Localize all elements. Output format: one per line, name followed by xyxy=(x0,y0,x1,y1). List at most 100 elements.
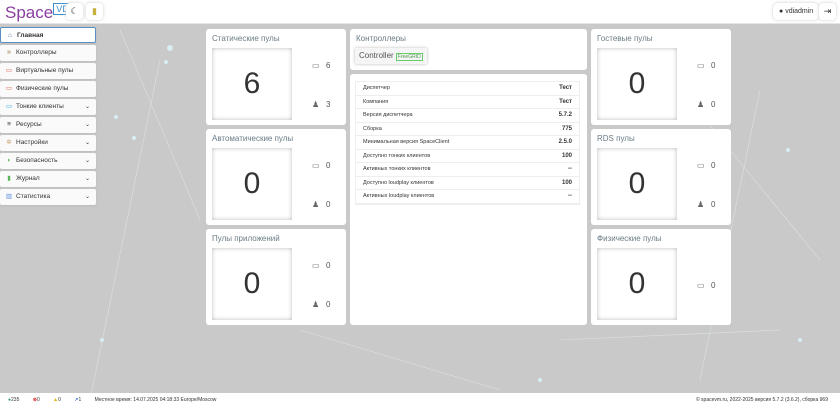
card-title: RDS пулы xyxy=(597,134,635,143)
database-icon: ≡ xyxy=(7,121,11,128)
pool-count: 0 xyxy=(597,148,677,220)
users-stat: ♟ 3 xyxy=(312,100,330,109)
status-bar: ●235 ⊗0 ▲0 ↗1 Местное время: 14.07.2025 … xyxy=(0,393,840,408)
chevron-down-icon: ⌄ xyxy=(84,194,90,200)
monitor-icon: ▭ xyxy=(697,161,705,170)
user-count: 3 xyxy=(326,100,331,109)
users-icon: ♟ xyxy=(697,100,705,109)
pool-card[interactable]: Гостевые пулы 0 ▭ 0 ♟ 0 xyxy=(591,29,731,125)
sidebar-item[interactable]: ▥ Статистика ⌄ xyxy=(0,189,96,205)
local-time: Местное время: 14.07.2025 04:18:33 Europ… xyxy=(94,397,217,403)
sidebar-item[interactable]: ▭ Виртуальные пулы xyxy=(0,63,96,79)
copyright: © spacevm.ru, 2022-2025 версия 5.7.2 (3.… xyxy=(695,397,828,403)
book-icon: ▮ xyxy=(92,6,97,16)
card-title: Статические пулы xyxy=(212,34,280,43)
sidebar-item[interactable]: ▭ Физические пулы xyxy=(0,81,96,97)
errors-count: 0 xyxy=(36,397,40,403)
users-stat: ♟ 0 xyxy=(312,300,330,309)
pool-count: 0 xyxy=(597,248,677,320)
sidebar-item-label: Тонкие клиенты xyxy=(16,103,64,110)
monitor-icon: ▭ xyxy=(312,61,320,70)
info-row: Минимальная версия SpaceClient 2.5.0 xyxy=(356,136,579,150)
card-title: Контроллеры xyxy=(356,34,406,43)
messages-counter[interactable]: ●235 xyxy=(8,397,20,403)
vm-count: 0 xyxy=(711,161,716,170)
sidebar-item[interactable]: ▭ Тонкие клиенты ⌄ xyxy=(0,99,96,115)
logout-button[interactable]: ⇥ xyxy=(819,3,836,20)
pool-count: 6 xyxy=(212,48,292,120)
chevron-down-icon: ⌄ xyxy=(84,140,90,146)
theme-toggle-button[interactable]: ☾ xyxy=(66,3,83,20)
card-title: Пулы приложений xyxy=(212,234,280,243)
messages-count: 235 xyxy=(11,397,20,403)
card-title: Физические пулы xyxy=(597,234,662,243)
card-title: Гостевые пулы xyxy=(597,34,653,43)
users-icon: ♟ xyxy=(697,200,705,209)
chevron-down-icon: ⌄ xyxy=(84,158,90,164)
info-value: Тест xyxy=(559,98,572,105)
pool-card[interactable]: Пулы приложений 0 ▭ 0 ♟ 0 xyxy=(206,229,346,325)
monitor-icon: ▭ xyxy=(5,67,13,74)
users-stat: ♟ 0 xyxy=(697,100,715,109)
info-label: Активных loudplay клиентов xyxy=(363,193,435,199)
sidebar: ⌂ Главная ■ Контроллеры ▭ Виртуальные пулы ▭ Фи… xyxy=(0,27,96,207)
clipboard-icon: ▮ xyxy=(7,175,11,182)
top-bar: Space VDI ☾ ▮ ● vdiadmin ⇥ xyxy=(0,0,840,24)
pool-card[interactable]: Статические пулы 6 ▭ 6 ♟ 3 xyxy=(206,29,346,125)
info-label: Минимальная версия SpaceClient xyxy=(363,139,450,145)
sidebar-item[interactable]: ◗ Безопасность ⌄ xyxy=(0,153,96,169)
users-stat: ♟ 0 xyxy=(697,200,715,209)
vm-stat: ▭ 0 xyxy=(697,61,715,70)
username: vdiadmin xyxy=(785,8,814,15)
user-count: 0 xyxy=(326,300,331,309)
sidebar-item[interactable]: ⌂ Главная xyxy=(0,27,96,43)
info-label: Доступно loudplay клиентов xyxy=(363,179,434,186)
shield-icon: ◗ xyxy=(7,157,11,164)
info-value: 2.5.0 xyxy=(558,139,572,145)
pool-card[interactable]: RDS пулы 0 ▭ 0 ♟ 0 xyxy=(591,129,731,225)
info-table: Диспетчер Тест Компания Тест Версия диспетче… xyxy=(355,81,580,205)
errors-counter[interactable]: ⊗0 xyxy=(32,397,40,403)
pool-count: 0 xyxy=(212,248,292,320)
users-stat: ♟ 0 xyxy=(312,200,330,209)
chart-icon: ▥ xyxy=(5,193,13,200)
vm-stat: ▭ 6 xyxy=(312,61,330,70)
info-value: 775 xyxy=(561,125,572,132)
monitor-icon: ▭ xyxy=(697,61,705,70)
sidebar-item-label: Ресурсы xyxy=(16,121,42,128)
users-icon: ♟ xyxy=(312,100,320,109)
vm-count: 0 xyxy=(326,261,331,270)
info-card xyxy=(350,74,587,325)
pool-card[interactable]: Автоматические пулы 0 ▭ 0 ♟ 0 xyxy=(206,129,346,225)
sidebar-item[interactable]: ▮ Журнал ⌄ xyxy=(0,171,96,187)
sidebar-item[interactable]: ✲ Настройки ⌄ xyxy=(0,135,96,151)
sidebar-item-label: Главная xyxy=(17,32,44,39)
laptop-icon: ▭ xyxy=(5,103,13,110)
user-count: 0 xyxy=(711,200,716,209)
warnings-counter[interactable]: ▲0 xyxy=(53,397,61,403)
info-label: Доступно тонких клиентов xyxy=(363,152,431,159)
tasks-counter[interactable]: ↗1 xyxy=(74,397,82,403)
sidebar-item[interactable]: ■ Контроллеры xyxy=(0,45,96,61)
info-row: Доступно тонких клиентов 100 xyxy=(356,150,579,163)
moon-icon: ☾ xyxy=(70,6,79,16)
info-value: -- xyxy=(568,166,572,172)
user-icon: ● xyxy=(779,8,784,15)
chevron-down-icon: ⌄ xyxy=(84,104,90,110)
docs-button[interactable]: ▮ xyxy=(86,3,103,20)
sidebar-item-label: Настройки xyxy=(16,139,48,146)
controller-chip[interactable]: Controller FreeGRID xyxy=(355,48,427,64)
info-value: 100 xyxy=(561,152,572,159)
user-menu-button[interactable]: ● vdiadmin xyxy=(773,3,819,20)
pool-count: 0 xyxy=(597,48,677,120)
sidebar-item-label: Статистика xyxy=(16,193,51,200)
vm-count: 0 xyxy=(711,281,716,290)
controller-name: Controller xyxy=(359,51,394,60)
home-icon: ⌂ xyxy=(8,32,12,39)
users-icon: ♟ xyxy=(312,300,320,309)
logo[interactable]: Space VDI xyxy=(5,3,75,23)
pool-card[interactable]: Физические пулы 0 ▭ 0 xyxy=(591,229,731,325)
info-row: Сборка 775 xyxy=(356,123,579,136)
sidebar-item[interactable]: ≡ Ресурсы ⌄ xyxy=(0,117,96,133)
vm-count: 6 xyxy=(326,61,331,70)
